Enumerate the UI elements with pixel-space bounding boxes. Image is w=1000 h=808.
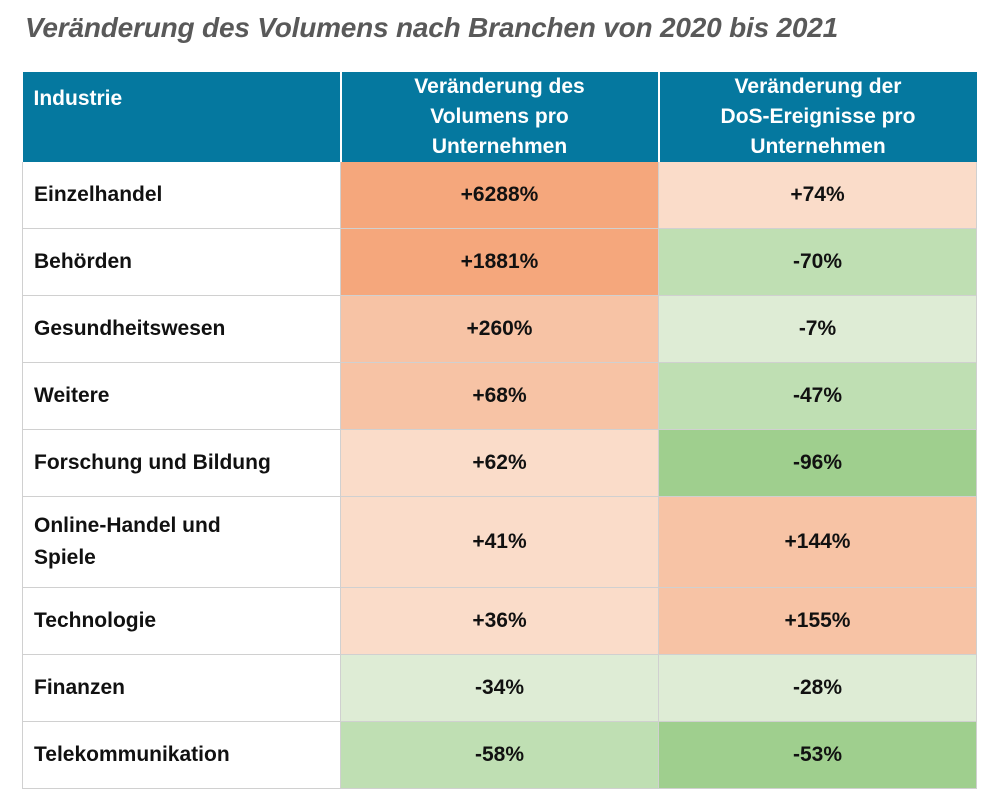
- header-industry: Industrie: [22, 72, 342, 162]
- volume-cell: +36%: [340, 587, 659, 655]
- volume-cell: +6288%: [340, 162, 659, 229]
- dos-cell: -47%: [658, 362, 977, 430]
- volume-cell: +260%: [340, 295, 659, 363]
- industry-cell-line2: Spiele: [34, 546, 96, 569]
- table-row: Forschung und Bildung +62% -96%: [22, 429, 977, 497]
- dos-cell: -53%: [658, 721, 977, 789]
- dos-cell: +144%: [658, 496, 977, 588]
- header-volume-line1: Veränderung des: [414, 75, 585, 98]
- volume-cell: -58%: [340, 721, 659, 789]
- industry-cell: Gesundheitswesen: [22, 295, 341, 363]
- table-header-row: Industrie Veränderung des Volumens pro U…: [22, 72, 977, 162]
- page-title: Veränderung des Volumens nach Branchen v…: [25, 12, 839, 43]
- header-dos-line1: Veränderung der: [734, 75, 902, 98]
- table-row: Technologie +36% +155%: [22, 587, 977, 655]
- volume-cell: -34%: [340, 654, 659, 722]
- table-row: Einzelhandel +6288% +74%: [22, 162, 977, 229]
- industry-cell: Weitere: [22, 362, 341, 430]
- header-volume-line2: Volumens pro: [430, 105, 569, 128]
- dos-cell: -7%: [658, 295, 977, 363]
- dos-cell: -96%: [658, 429, 977, 497]
- table-row: Gesundheitswesen +260% -7%: [22, 295, 977, 363]
- industry-cell: Einzelhandel: [22, 162, 341, 229]
- volume-cell: +41%: [340, 496, 659, 588]
- header-volume-change: Veränderung des Volumens pro Unternehmen: [340, 72, 660, 162]
- data-table-container: Industrie Veränderung des Volumens pro U…: [22, 72, 977, 789]
- dos-cell: -70%: [658, 228, 977, 296]
- dos-cell: +155%: [658, 587, 977, 655]
- dos-cell: +74%: [658, 162, 977, 229]
- industry-cell: Finanzen: [22, 654, 341, 722]
- industry-cell: Online-Handel und Spiele: [22, 496, 341, 588]
- header-dos-line2: DoS-Ereignisse pro: [720, 105, 916, 128]
- table-row: Telekommunikation -58% -53%: [22, 721, 977, 789]
- industry-cell: Technologie: [22, 587, 341, 655]
- data-table: Industrie Veränderung des Volumens pro U…: [22, 72, 977, 789]
- industry-cell-line1: Online-Handel und: [34, 514, 221, 537]
- table-row: Weitere +68% -47%: [22, 362, 977, 430]
- industry-cell: Forschung und Bildung: [22, 429, 341, 497]
- header-dos-line3: Unternehmen: [750, 135, 886, 158]
- table-row: Online-Handel und Spiele +41% +144%: [22, 496, 977, 588]
- volume-cell: +68%: [340, 362, 659, 430]
- industry-cell: Behörden: [22, 228, 341, 296]
- header-volume-line3: Unternehmen: [431, 135, 568, 158]
- volume-cell: +62%: [340, 429, 659, 497]
- header-dos-change: Veränderung der DoS-Ereignisse pro Unter…: [658, 72, 977, 162]
- table-row: Finanzen -34% -28%: [22, 654, 977, 722]
- volume-cell: +1881%: [340, 228, 659, 296]
- table-row: Behörden +1881% -70%: [22, 228, 977, 296]
- industry-cell: Telekommunikation: [22, 721, 341, 789]
- dos-cell: -28%: [658, 654, 977, 722]
